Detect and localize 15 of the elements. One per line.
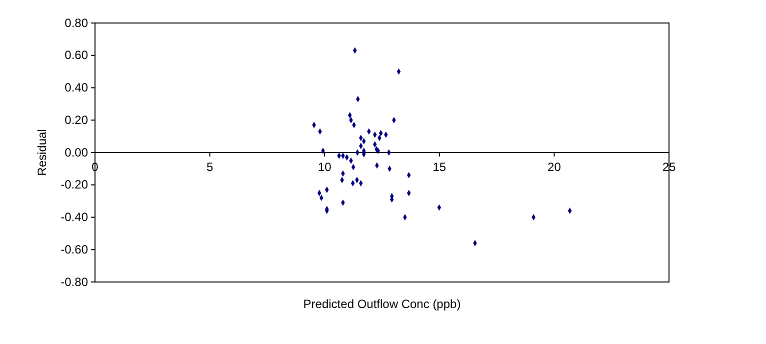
x-axis-title: Predicted Outflow Conc (ppb): [303, 297, 461, 311]
x-tick-label: 10: [318, 160, 332, 174]
y-tick-label: -0.60: [60, 242, 88, 256]
y-tick-label: -0.40: [60, 210, 88, 224]
x-tick-label: 20: [548, 160, 562, 174]
y-tick-label: -0.80: [60, 274, 88, 289]
y-tick-label: -0.20: [60, 178, 88, 192]
y-tick-label: 0.00: [64, 145, 88, 160]
y-tick-label: 0.40: [64, 80, 88, 95]
x-tick-label: 15: [432, 160, 446, 174]
y-tick-label: 0.20: [64, 112, 88, 127]
y-tick-label: 0.80: [64, 16, 88, 30]
y-tick-label: 0.60: [64, 48, 88, 62]
x-tick-label: 5: [206, 160, 214, 174]
y-axis-title: Residual: [35, 129, 49, 176]
